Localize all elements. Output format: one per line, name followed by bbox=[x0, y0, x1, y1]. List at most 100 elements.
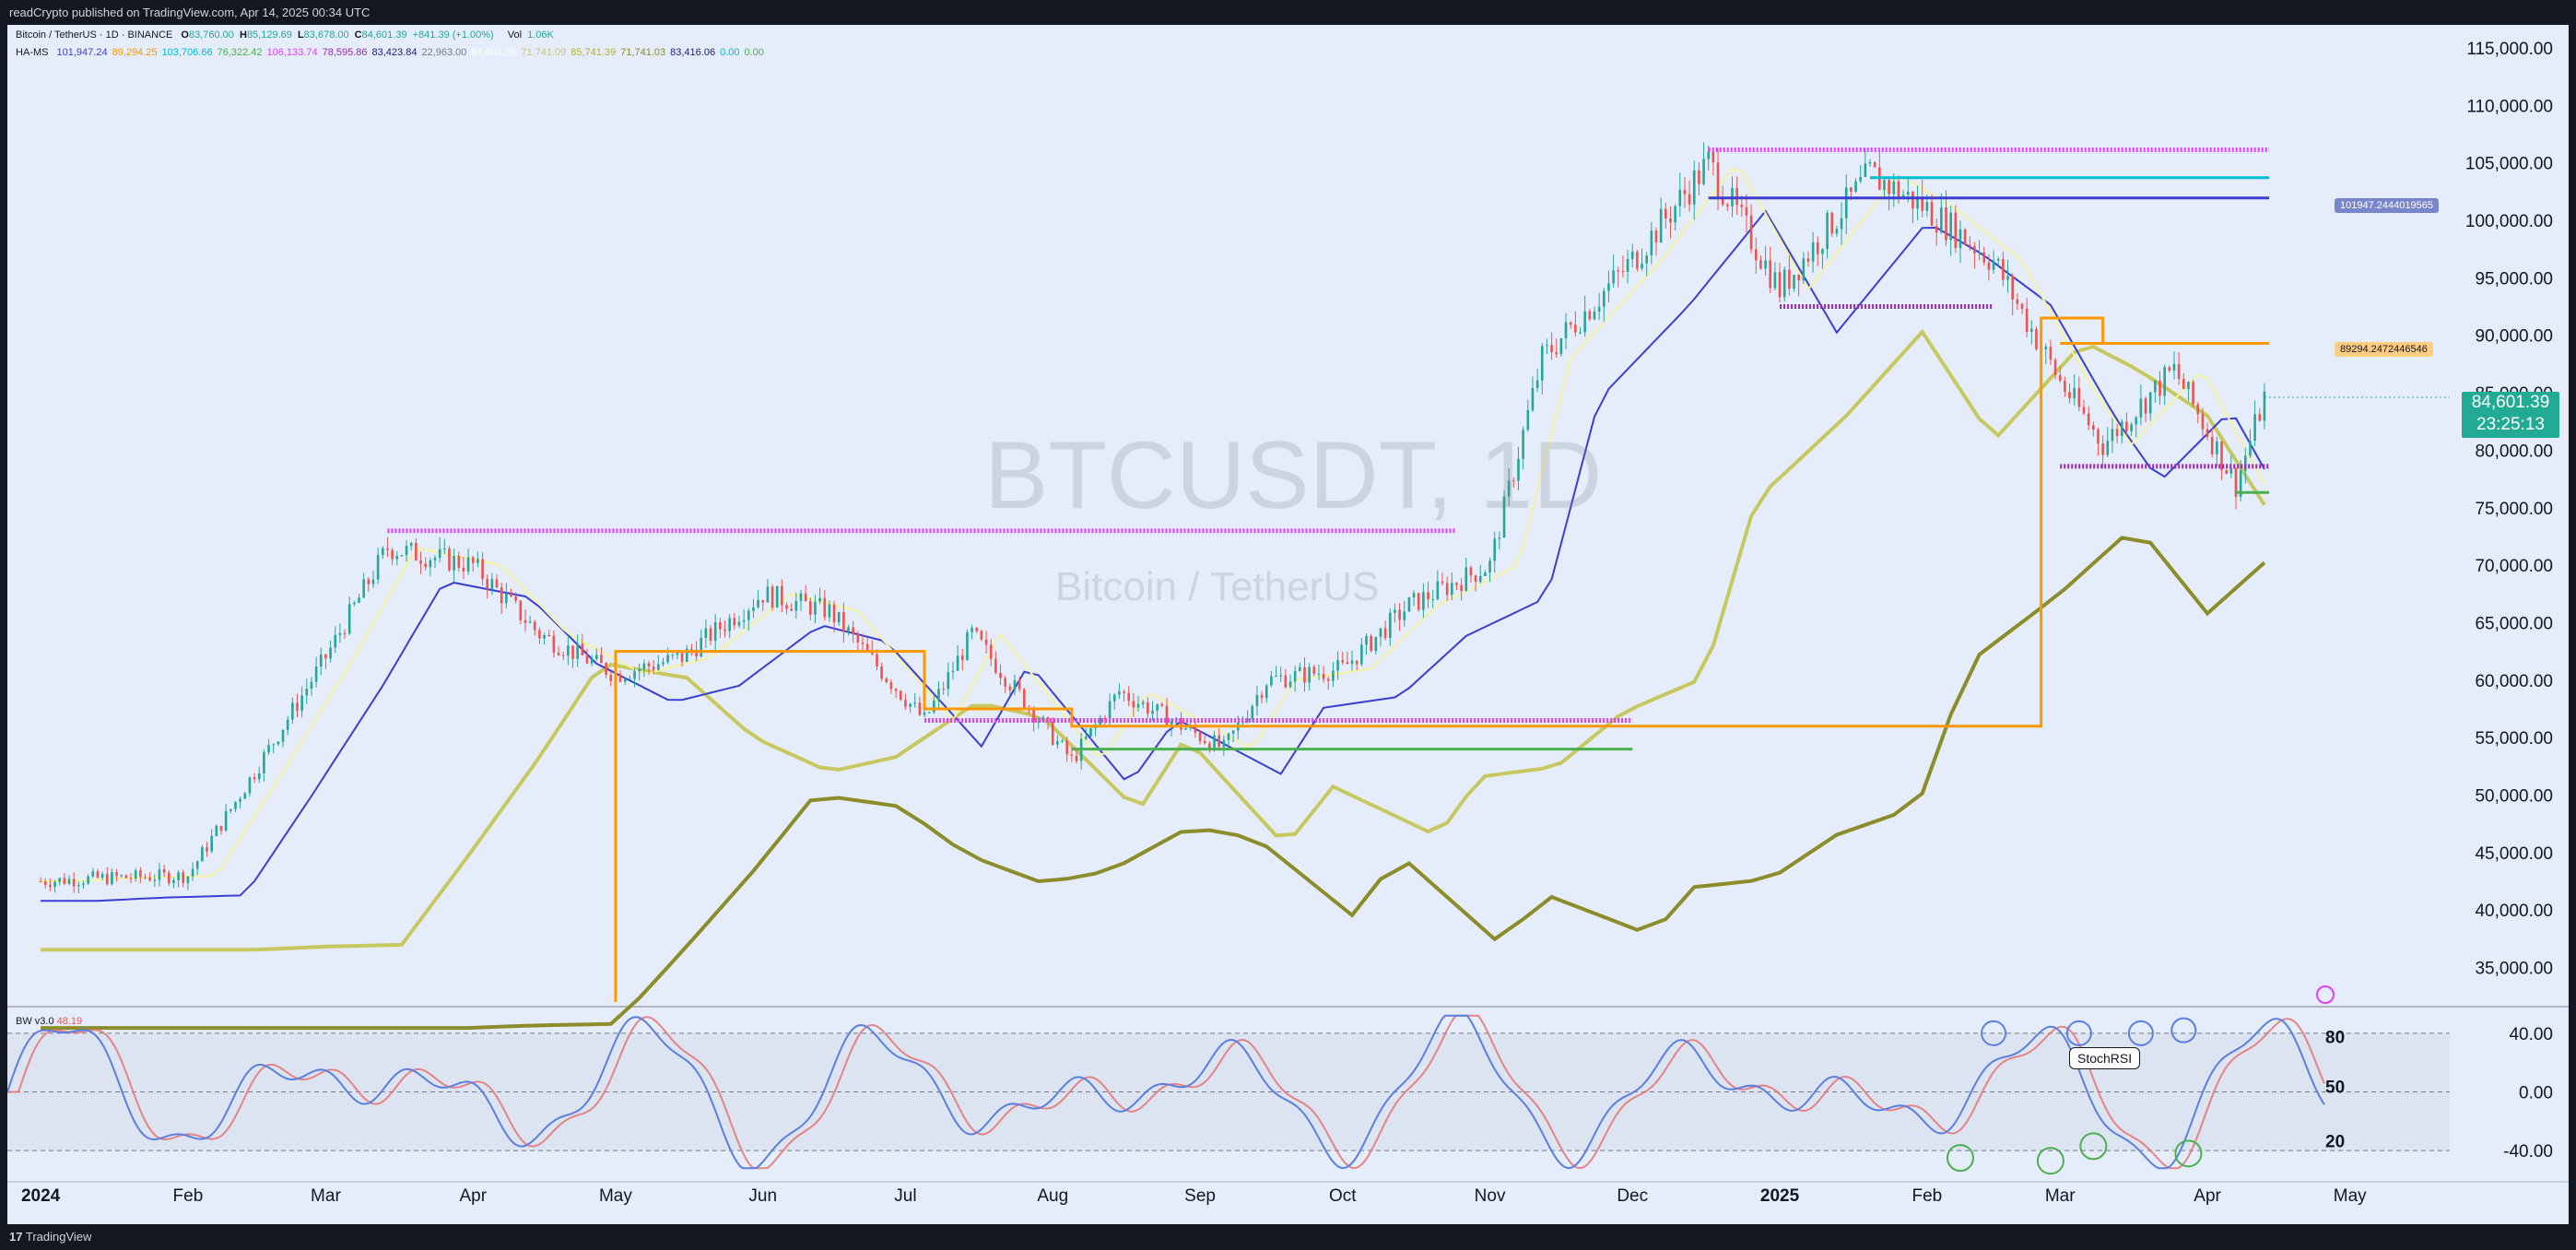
overbought-circle-icon bbox=[1981, 1020, 2007, 1046]
candle-body bbox=[1388, 612, 1392, 639]
chart-frame[interactable]: 115,000.00 110,000.00 105,000.00 100,000.00… bbox=[7, 25, 2569, 1224]
candle-body bbox=[1303, 666, 1306, 683]
candle-body bbox=[1151, 710, 1154, 714]
oscillator-name: BW v3.0 bbox=[16, 1016, 54, 1027]
candle-body bbox=[1264, 685, 1268, 699]
legend-indicator-row[interactable]: HA-MS 101,947.24 89,294.25 103,706.66 76,32… bbox=[16, 47, 774, 58]
candle-body bbox=[2106, 441, 2110, 455]
last-price-tag: 84,601.39 23:25:13 bbox=[2462, 392, 2559, 438]
candle-body bbox=[1341, 660, 1345, 663]
candle-body bbox=[2044, 347, 2048, 349]
candle-body bbox=[409, 542, 413, 547]
candle-body bbox=[2172, 363, 2176, 371]
legend-indicator-value: 83,423.84 bbox=[371, 47, 418, 58]
candle-body bbox=[1360, 644, 1363, 665]
chart-canvas[interactable]: 115,000.00 110,000.00 105,000.00 100,000.00… bbox=[7, 25, 2569, 1224]
candle-body bbox=[1332, 670, 1335, 681]
candle-body bbox=[951, 670, 955, 673]
candle-body bbox=[847, 627, 850, 632]
ha-trail-line bbox=[41, 209, 2265, 902]
candle-body bbox=[1654, 230, 1658, 243]
candle-body bbox=[662, 662, 665, 665]
candle-body bbox=[1445, 583, 1449, 596]
candle-body bbox=[1778, 272, 1782, 298]
candle-body bbox=[248, 777, 252, 794]
candle-body bbox=[1312, 666, 1316, 674]
candle-body bbox=[1260, 695, 1264, 699]
candle-body bbox=[1208, 743, 1211, 750]
candle-body bbox=[2025, 308, 2029, 332]
footer-brand: TradingView bbox=[25, 1230, 92, 1244]
candle-body bbox=[2125, 421, 2128, 431]
candle-body bbox=[1046, 717, 1050, 722]
candle-body bbox=[1288, 681, 1292, 688]
candle-body bbox=[528, 621, 532, 623]
candle-body bbox=[1711, 151, 1715, 163]
candle-body bbox=[1935, 226, 1938, 233]
candle-body bbox=[1963, 229, 1967, 245]
candle-body bbox=[1379, 628, 1382, 637]
candle-body bbox=[2115, 429, 2119, 436]
candle-body bbox=[391, 549, 394, 560]
candle-body bbox=[172, 879, 175, 884]
candle-body bbox=[889, 681, 893, 690]
candle-body bbox=[82, 883, 85, 885]
stochrsi-tooltip: StochRSI bbox=[2069, 1047, 2141, 1069]
candle-body bbox=[970, 628, 973, 632]
candle-body bbox=[1802, 258, 1806, 281]
candle-body bbox=[1436, 581, 1440, 599]
candle-body bbox=[1650, 230, 1653, 256]
time-tick-label: 2024 bbox=[21, 1186, 61, 1206]
legend-c-label: C bbox=[354, 29, 362, 41]
candle-body bbox=[353, 602, 356, 605]
candle-body bbox=[67, 879, 71, 884]
candle-body bbox=[1531, 387, 1535, 410]
candle-body bbox=[2154, 380, 2157, 393]
time-tick-label: Oct bbox=[1329, 1186, 1357, 1206]
candle-body bbox=[1422, 592, 1425, 610]
legend-h-label: H bbox=[239, 29, 247, 41]
candle-body bbox=[1958, 229, 1962, 249]
candle-body bbox=[1493, 538, 1497, 561]
candle-body bbox=[685, 648, 688, 662]
candle-body bbox=[690, 648, 693, 650]
footer-bar: 17 TradingView bbox=[0, 1224, 2576, 1250]
candle-body bbox=[818, 597, 821, 602]
candle-body bbox=[2225, 470, 2228, 474]
candle-body bbox=[1930, 202, 1934, 227]
candle-body bbox=[1840, 218, 1843, 230]
candle-body bbox=[1978, 252, 1981, 254]
candle-body bbox=[486, 579, 489, 589]
candle-body bbox=[1873, 162, 1876, 168]
candle-body bbox=[581, 643, 584, 655]
candle-body bbox=[1488, 560, 1491, 573]
candle-body bbox=[105, 874, 109, 885]
candle-body bbox=[162, 869, 166, 873]
candle-body bbox=[1811, 242, 1815, 262]
candle-body bbox=[657, 664, 660, 670]
candle-body bbox=[1070, 754, 1074, 756]
candle-body bbox=[2077, 387, 2081, 407]
candle-body bbox=[605, 663, 607, 675]
candle-body bbox=[1702, 159, 1705, 184]
legend-change: +841.39 (+1.00%) bbox=[412, 29, 494, 41]
candle-body bbox=[229, 808, 232, 811]
oscillator-legend[interactable]: BW v3.0 48.19 bbox=[16, 1016, 82, 1027]
price-axis-background bbox=[2450, 25, 2569, 1224]
candle-body bbox=[1502, 496, 1506, 538]
candle-body bbox=[1678, 189, 1682, 206]
candle-body bbox=[1821, 249, 1824, 254]
candle-body bbox=[984, 639, 988, 645]
candle-body bbox=[2130, 424, 2133, 431]
candle-body bbox=[766, 586, 770, 603]
candle-body bbox=[1431, 598, 1434, 600]
candle-body bbox=[195, 861, 199, 869]
candle-body bbox=[490, 579, 494, 589]
candle-body bbox=[723, 629, 726, 631]
candle-body bbox=[1108, 701, 1112, 720]
candle-body bbox=[1474, 575, 1477, 583]
medium-trend-line bbox=[41, 328, 2266, 952]
candle-body bbox=[757, 599, 759, 607]
candle-body bbox=[457, 556, 461, 568]
candle-body bbox=[2030, 328, 2033, 332]
